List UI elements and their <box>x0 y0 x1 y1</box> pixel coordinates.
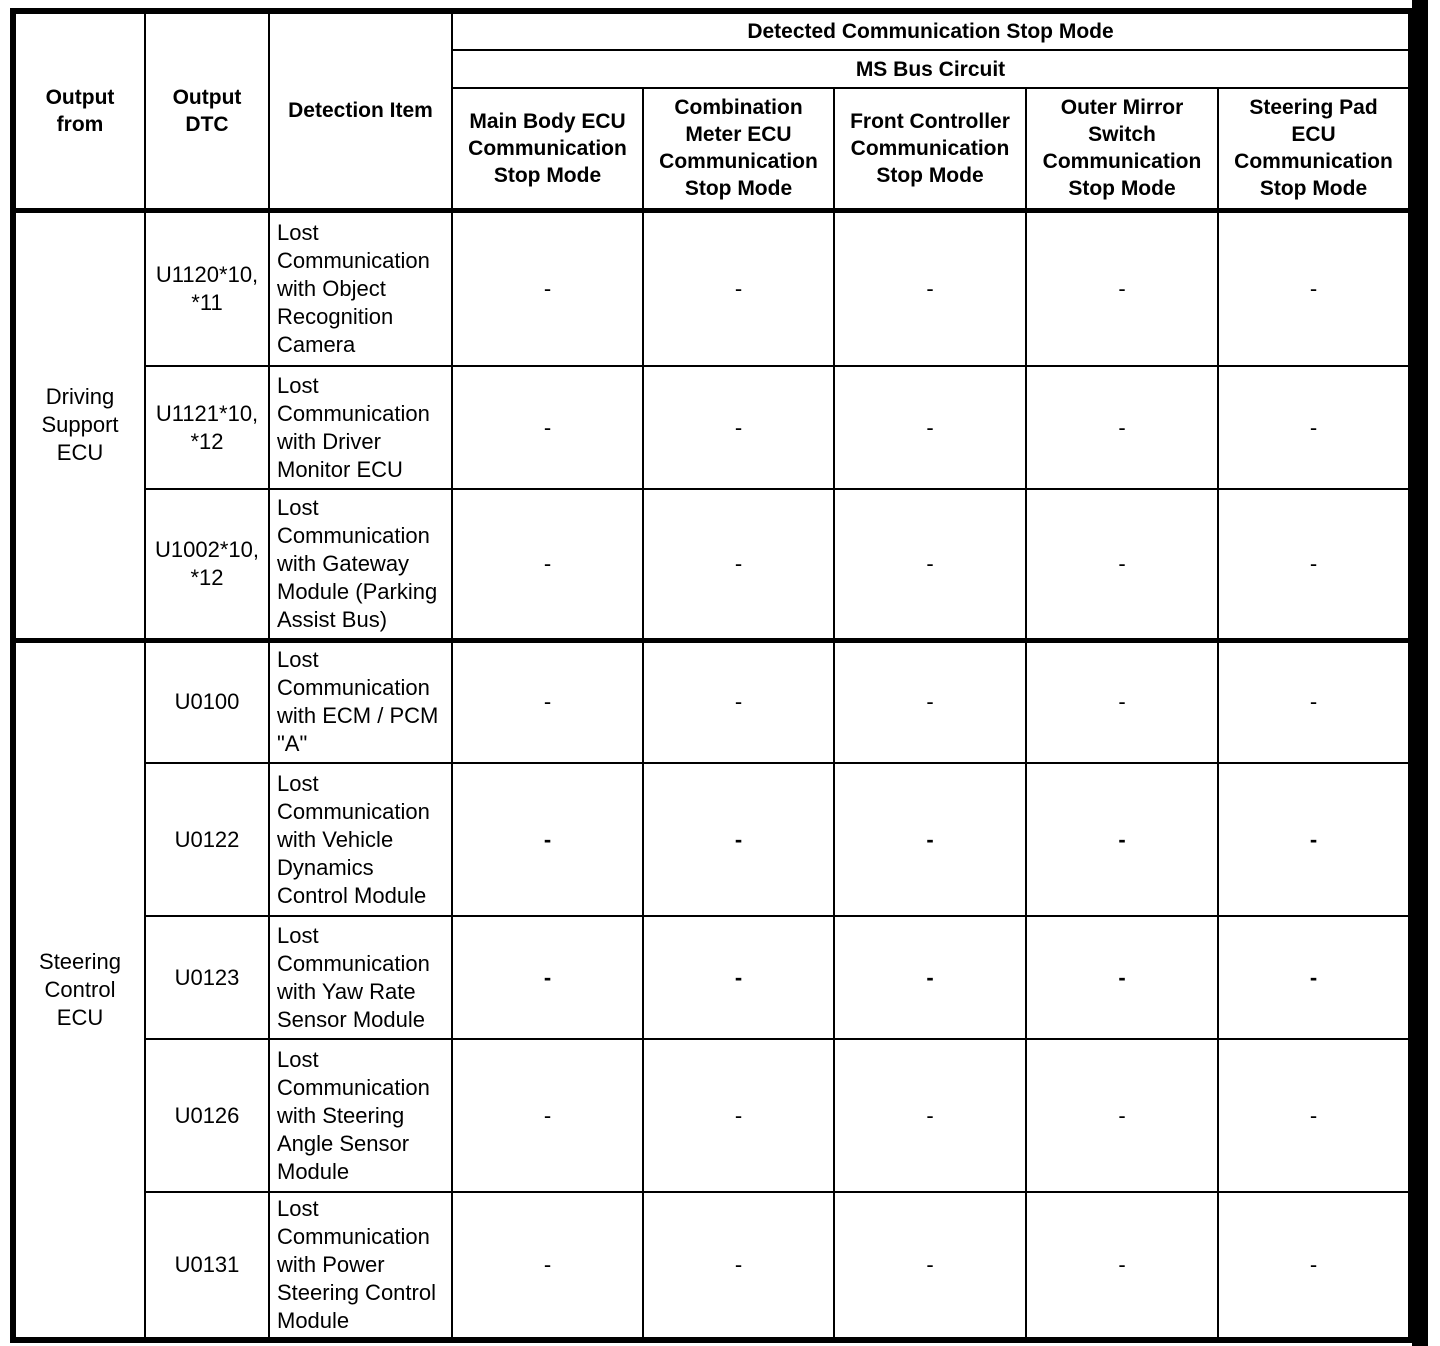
detection-item-cell: Lost Communication with Driver Monitor E… <box>268 365 453 490</box>
value-cell: - <box>833 1038 1027 1193</box>
value-cell: - <box>451 915 644 1040</box>
value-cell: - <box>1217 1038 1412 1193</box>
value-cell: - <box>1025 1191 1219 1341</box>
value-cell: - <box>451 1038 644 1193</box>
value-cell: - <box>1025 365 1219 490</box>
value-cell: - <box>642 762 835 917</box>
value-cell: - <box>451 209 644 367</box>
value-cell: - <box>642 209 835 367</box>
value-cell: - <box>833 1191 1027 1341</box>
header-detected-communication-stop-mode: Detected Communication Stop Mode <box>451 10 1412 51</box>
value-cell: - <box>833 915 1027 1040</box>
detection-item-cell: Lost Communication with Power Steering C… <box>268 1191 453 1341</box>
value-cell: - <box>1217 639 1412 764</box>
detection-item-cell: Lost Communication with ECM / PCM "A" <box>268 639 453 764</box>
header-detection-item: Detection Item <box>268 10 453 213</box>
value-cell: - <box>642 915 835 1040</box>
detection-item-cell: Lost Communication with Steering Angle S… <box>268 1038 453 1193</box>
header-col-combination-meter-ecu: Combination Meter ECU Communication Stop… <box>642 87 835 213</box>
detection-item-cell: Lost Communication with Yaw Rate Sensor … <box>268 915 453 1040</box>
dtc-code-cell: U0123 <box>144 915 270 1040</box>
value-cell: - <box>1025 915 1219 1040</box>
value-cell: - <box>1025 639 1219 764</box>
value-cell: - <box>833 209 1027 367</box>
header-col-steering-pad-ecu: Steering Pad ECU Communication Stop Mode <box>1217 87 1412 213</box>
value-cell: - <box>833 488 1027 643</box>
value-cell: - <box>833 365 1027 490</box>
value-cell: - <box>1217 915 1412 1040</box>
value-cell: - <box>1217 365 1412 490</box>
value-cell: - <box>451 1191 644 1341</box>
header-col-main-body-ecu: Main Body ECU Communication Stop Mode <box>451 87 644 213</box>
dtc-code-cell: U1002*10, *12 <box>144 488 270 643</box>
value-cell: - <box>642 365 835 490</box>
group-steering-control-ecu: Steering Control ECU <box>12 639 146 1341</box>
header-col-outer-mirror-switch: Outer Mirror Switch Communication Stop M… <box>1025 87 1219 213</box>
page-edge-bar <box>1412 0 1428 1346</box>
value-cell: - <box>1217 488 1412 643</box>
value-cell: - <box>1217 1191 1412 1341</box>
value-cell: - <box>833 639 1027 764</box>
value-cell: - <box>1025 209 1219 367</box>
value-cell: - <box>1217 762 1412 917</box>
value-cell: - <box>451 639 644 764</box>
header-ms-bus-circuit: MS Bus Circuit <box>451 49 1412 89</box>
dtc-code-cell: U0126 <box>144 1038 270 1193</box>
dtc-code-cell: U1121*10, *12 <box>144 365 270 490</box>
dtc-code-cell: U1120*10, *11 <box>144 209 270 367</box>
value-cell: - <box>1025 488 1219 643</box>
value-cell: - <box>1217 209 1412 367</box>
value-cell: - <box>451 488 644 643</box>
detection-item-cell: Lost Communication with Vehicle Dynamics… <box>268 762 453 917</box>
detection-item-cell: Lost Communication with Object Recogniti… <box>268 209 453 367</box>
value-cell: - <box>642 639 835 764</box>
header-output-dtc: Output DTC <box>144 10 270 213</box>
value-cell: - <box>1025 762 1219 917</box>
dtc-communication-stop-mode-table: Output from Output DTC Detection Item De… <box>10 8 1414 1343</box>
detection-item-cell: Lost Communication with Gateway Module (… <box>268 488 453 643</box>
dtc-code-cell: U0100 <box>144 639 270 764</box>
value-cell: - <box>1025 1038 1219 1193</box>
value-cell: - <box>451 762 644 917</box>
value-cell: - <box>642 488 835 643</box>
dtc-code-cell: U0122 <box>144 762 270 917</box>
value-cell: - <box>642 1191 835 1341</box>
header-output-from: Output from <box>12 10 146 213</box>
header-col-front-controller: Front Controller Communication Stop Mode <box>833 87 1027 213</box>
value-cell: - <box>833 762 1027 917</box>
value-cell: - <box>451 365 644 490</box>
value-cell: - <box>642 1038 835 1193</box>
group-driving-support-ecu: Driving Support ECU <box>12 209 146 643</box>
dtc-code-cell: U0131 <box>144 1191 270 1341</box>
